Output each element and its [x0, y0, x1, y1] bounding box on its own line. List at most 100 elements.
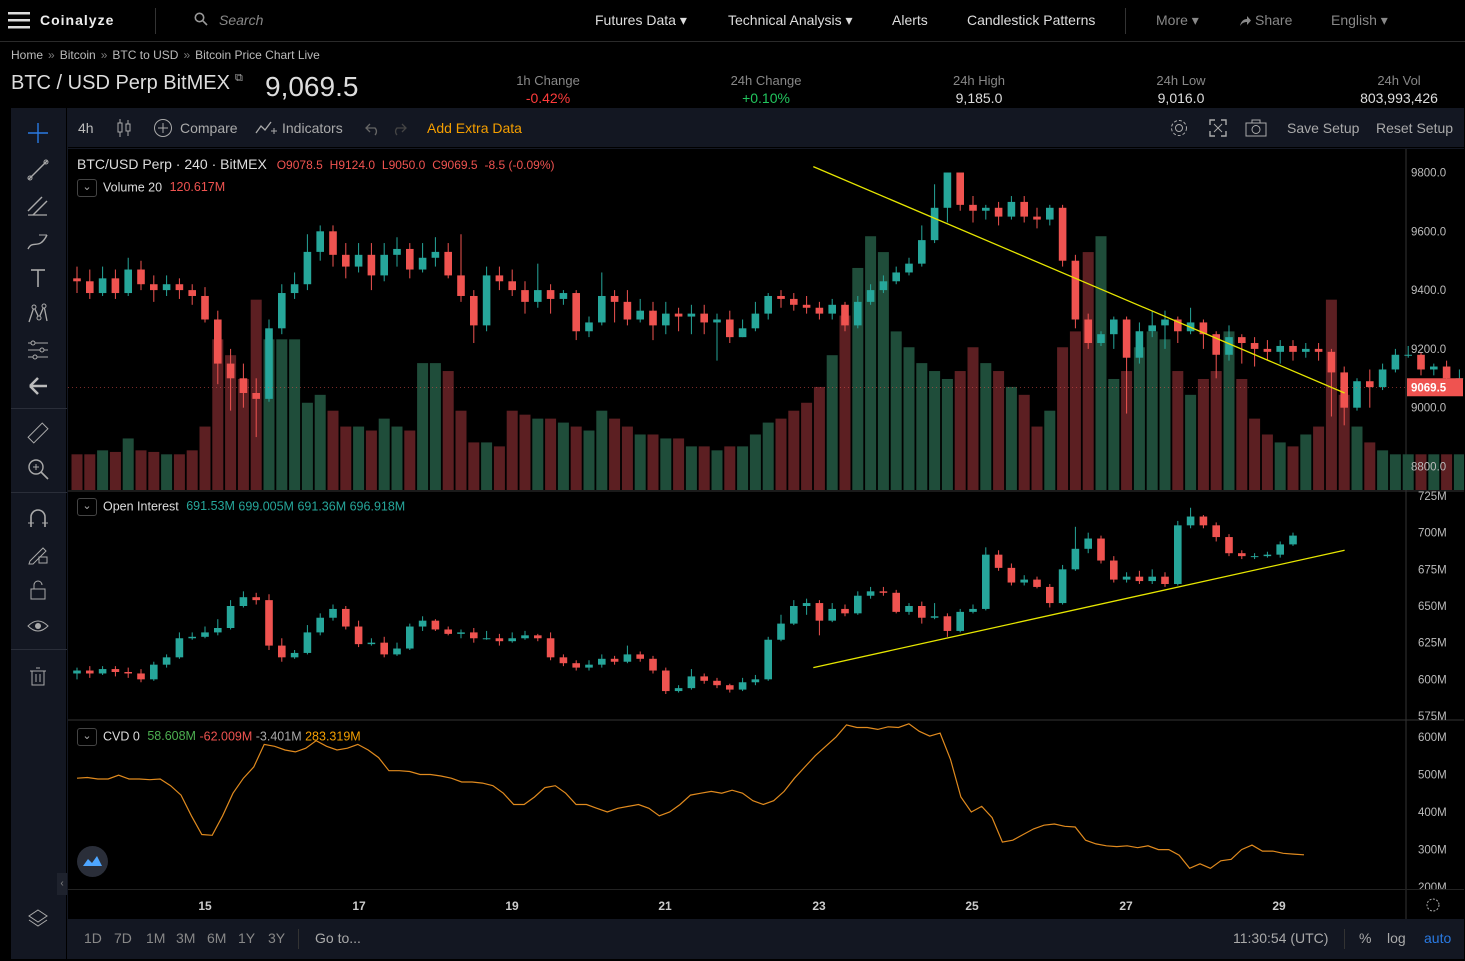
- price-candle: [1327, 351, 1336, 373]
- log-toggle[interactable]: log: [1387, 930, 1406, 946]
- volume-bar: [1031, 426, 1043, 490]
- ruler-icon[interactable]: [25, 420, 51, 446]
- volume-bar: [84, 454, 96, 490]
- popout-icon[interactable]: ⧉: [234, 72, 243, 84]
- undo-icon[interactable]: [365, 120, 381, 136]
- trend-line-icon[interactable]: [25, 157, 51, 183]
- oi-candle: [751, 679, 760, 683]
- volume-bar: [289, 339, 301, 490]
- collapse-arrow-icon[interactable]: ‹: [57, 873, 67, 895]
- oi-candle: [162, 657, 171, 665]
- oi-candle: [905, 606, 913, 612]
- oi-candle: [879, 591, 888, 593]
- breadcrumb-home[interactable]: Home: [11, 48, 44, 62]
- nav-futures-data[interactable]: Futures Data ▾: [595, 12, 687, 28]
- collapse-cvd-button[interactable]: ⌄: [77, 728, 97, 746]
- interval-select[interactable]: 4h: [78, 120, 94, 136]
- trash-icon[interactable]: [25, 663, 51, 689]
- breadcrumb-btc-usd[interactable]: BTC to USD: [112, 48, 179, 62]
- toolbar-divider: [11, 408, 67, 409]
- axis-settings-icon[interactable]: [1426, 898, 1440, 912]
- text-icon[interactable]: [25, 265, 51, 291]
- add-extra-data-button[interactable]: Add Extra Data: [427, 120, 522, 136]
- tradingview-logo[interactable]: [77, 846, 108, 877]
- oi-candle: [201, 632, 209, 637]
- measure-icon[interactable]: [25, 337, 51, 363]
- magnet-icon[interactable]: [25, 505, 51, 531]
- range-7d[interactable]: 7D: [114, 930, 132, 946]
- oi-candle: [329, 608, 337, 618]
- price-candle: [367, 254, 376, 276]
- stat-value: +0.10%: [742, 90, 790, 106]
- percent-toggle[interactable]: %: [1359, 930, 1372, 946]
- crosshair-icon[interactable]: [25, 120, 51, 146]
- collapse-oi-button[interactable]: ⌄: [77, 498, 97, 516]
- candle-type-icon[interactable]: [116, 118, 132, 138]
- compare-icon[interactable]: [153, 118, 173, 138]
- oi-candle: [1135, 576, 1144, 582]
- reset-setup-button[interactable]: Reset Setup: [1376, 120, 1454, 136]
- zoom-in-icon[interactable]: [25, 456, 51, 482]
- unlock-icon[interactable]: [25, 577, 51, 603]
- nav-alerts[interactable]: Alerts: [892, 12, 928, 28]
- camera-icon[interactable]: [1245, 119, 1267, 137]
- fullscreen-icon[interactable]: [1209, 119, 1227, 137]
- chart-plot-area[interactable]: 9800.0 9600.0 9400.0 9200.0 9000.0 8800.0 9069…: [68, 149, 1464, 889]
- fib-icon[interactable]: [25, 193, 51, 219]
- price-candle: [303, 251, 312, 285]
- volume-bar: [788, 410, 800, 490]
- redo-icon[interactable]: [391, 120, 407, 136]
- back-arrow-icon[interactable]: [25, 373, 51, 399]
- share-icon[interactable]: [1239, 14, 1251, 26]
- search-icon[interactable]: [194, 12, 208, 26]
- volume-value: 120.617M: [169, 180, 226, 195]
- indicators-button[interactable]: Indicators: [282, 120, 343, 136]
- search-input[interactable]: Search: [219, 12, 264, 28]
- share-button[interactable]: Share: [1255, 12, 1293, 28]
- nav-candlestick-patterns[interactable]: Candlestick Patterns: [967, 12, 1096, 28]
- price-candle: [418, 257, 427, 270]
- price-candle: [316, 231, 324, 252]
- price-candle: [1250, 343, 1259, 349]
- range-1m[interactable]: 1M: [146, 930, 166, 946]
- nav-technical-analysis[interactable]: Technical Analysis ▾: [728, 12, 853, 28]
- range-6m[interactable]: 6M: [207, 930, 227, 946]
- oi-candle: [1238, 553, 1246, 557]
- price-candle: [982, 207, 990, 211]
- oi-candle: [1007, 567, 1016, 583]
- range-1d[interactable]: 1D: [84, 930, 102, 946]
- volume-bar: [468, 442, 480, 490]
- lock-draw-icon[interactable]: [25, 541, 51, 567]
- settings-icon[interactable]: [1169, 118, 1189, 138]
- price-candle: [1110, 319, 1118, 335]
- range-3y[interactable]: 3Y: [268, 930, 286, 946]
- chart-svg[interactable]: 9800.0 9600.0 9400.0 9200.0 9000.0 8800.0 9069…: [68, 149, 1464, 889]
- nav-more[interactable]: More ▾: [1156, 12, 1199, 28]
- breadcrumb-bitcoin[interactable]: Bitcoin: [59, 48, 96, 62]
- time-axis[interactable]: 15 17 19 21 23 25 27 29: [68, 889, 1464, 920]
- price-candle: [1276, 345, 1284, 352]
- volume-bar: [173, 454, 185, 490]
- price-tick-label: 8800.0: [1411, 461, 1446, 473]
- range-1y[interactable]: 1Y: [238, 930, 256, 946]
- pattern-icon[interactable]: [25, 301, 51, 327]
- ohlc-close: C9069.5: [432, 158, 478, 172]
- price-candle: [764, 295, 772, 314]
- save-setup-button[interactable]: Save Setup: [1287, 120, 1360, 136]
- range-3m[interactable]: 3M: [176, 930, 196, 946]
- eye-icon[interactable]: [25, 613, 51, 639]
- indicators-icon[interactable]: [255, 119, 277, 137]
- language-select[interactable]: English ▾: [1331, 12, 1388, 28]
- collapse-volume-button[interactable]: ⌄: [77, 179, 97, 197]
- logo[interactable]: Coinalyze: [40, 12, 115, 28]
- compare-button[interactable]: Compare: [180, 120, 238, 136]
- oi-candle: [73, 670, 81, 674]
- auto-toggle[interactable]: auto: [1424, 930, 1452, 946]
- volume-bar: [340, 426, 352, 490]
- price-candle: [73, 278, 81, 282]
- brush-icon[interactable]: [25, 229, 51, 255]
- goto-button[interactable]: Go to...: [315, 930, 361, 946]
- menu-icon[interactable]: [8, 11, 30, 29]
- oi-candle: [508, 638, 516, 642]
- layers-icon[interactable]: [25, 905, 51, 931]
